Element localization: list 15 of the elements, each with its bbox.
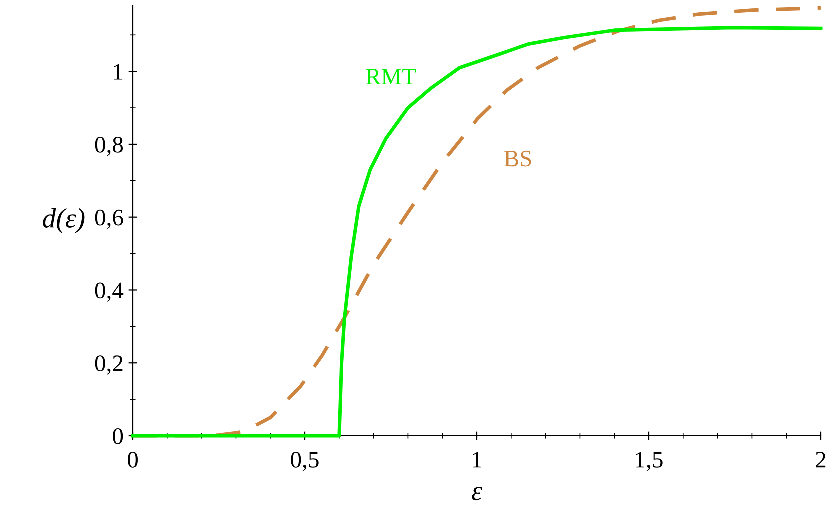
- x-tick-label: 0,5: [291, 452, 319, 472]
- series-label: RMT: [366, 69, 416, 85]
- y-tick-label: 0,2: [95, 356, 123, 375]
- y-tick-label: 0: [113, 428, 124, 444]
- y-axis-title: d(ε): [43, 208, 85, 234]
- x-tick-label: 1: [473, 452, 482, 468]
- y-tick-label: 0,6: [95, 210, 124, 230]
- x-tick-label: 1,5: [636, 452, 663, 472]
- x-tick-label: 0: [128, 452, 138, 468]
- series-label: BS: [504, 150, 532, 167]
- x-tick-label: 2: [816, 452, 826, 468]
- y-tick-label: 1: [114, 64, 123, 80]
- x-axis-title: ε: [472, 487, 482, 501]
- y-tick-label: 0,4: [95, 282, 124, 302]
- y-tick-label: 0,8: [95, 136, 124, 156]
